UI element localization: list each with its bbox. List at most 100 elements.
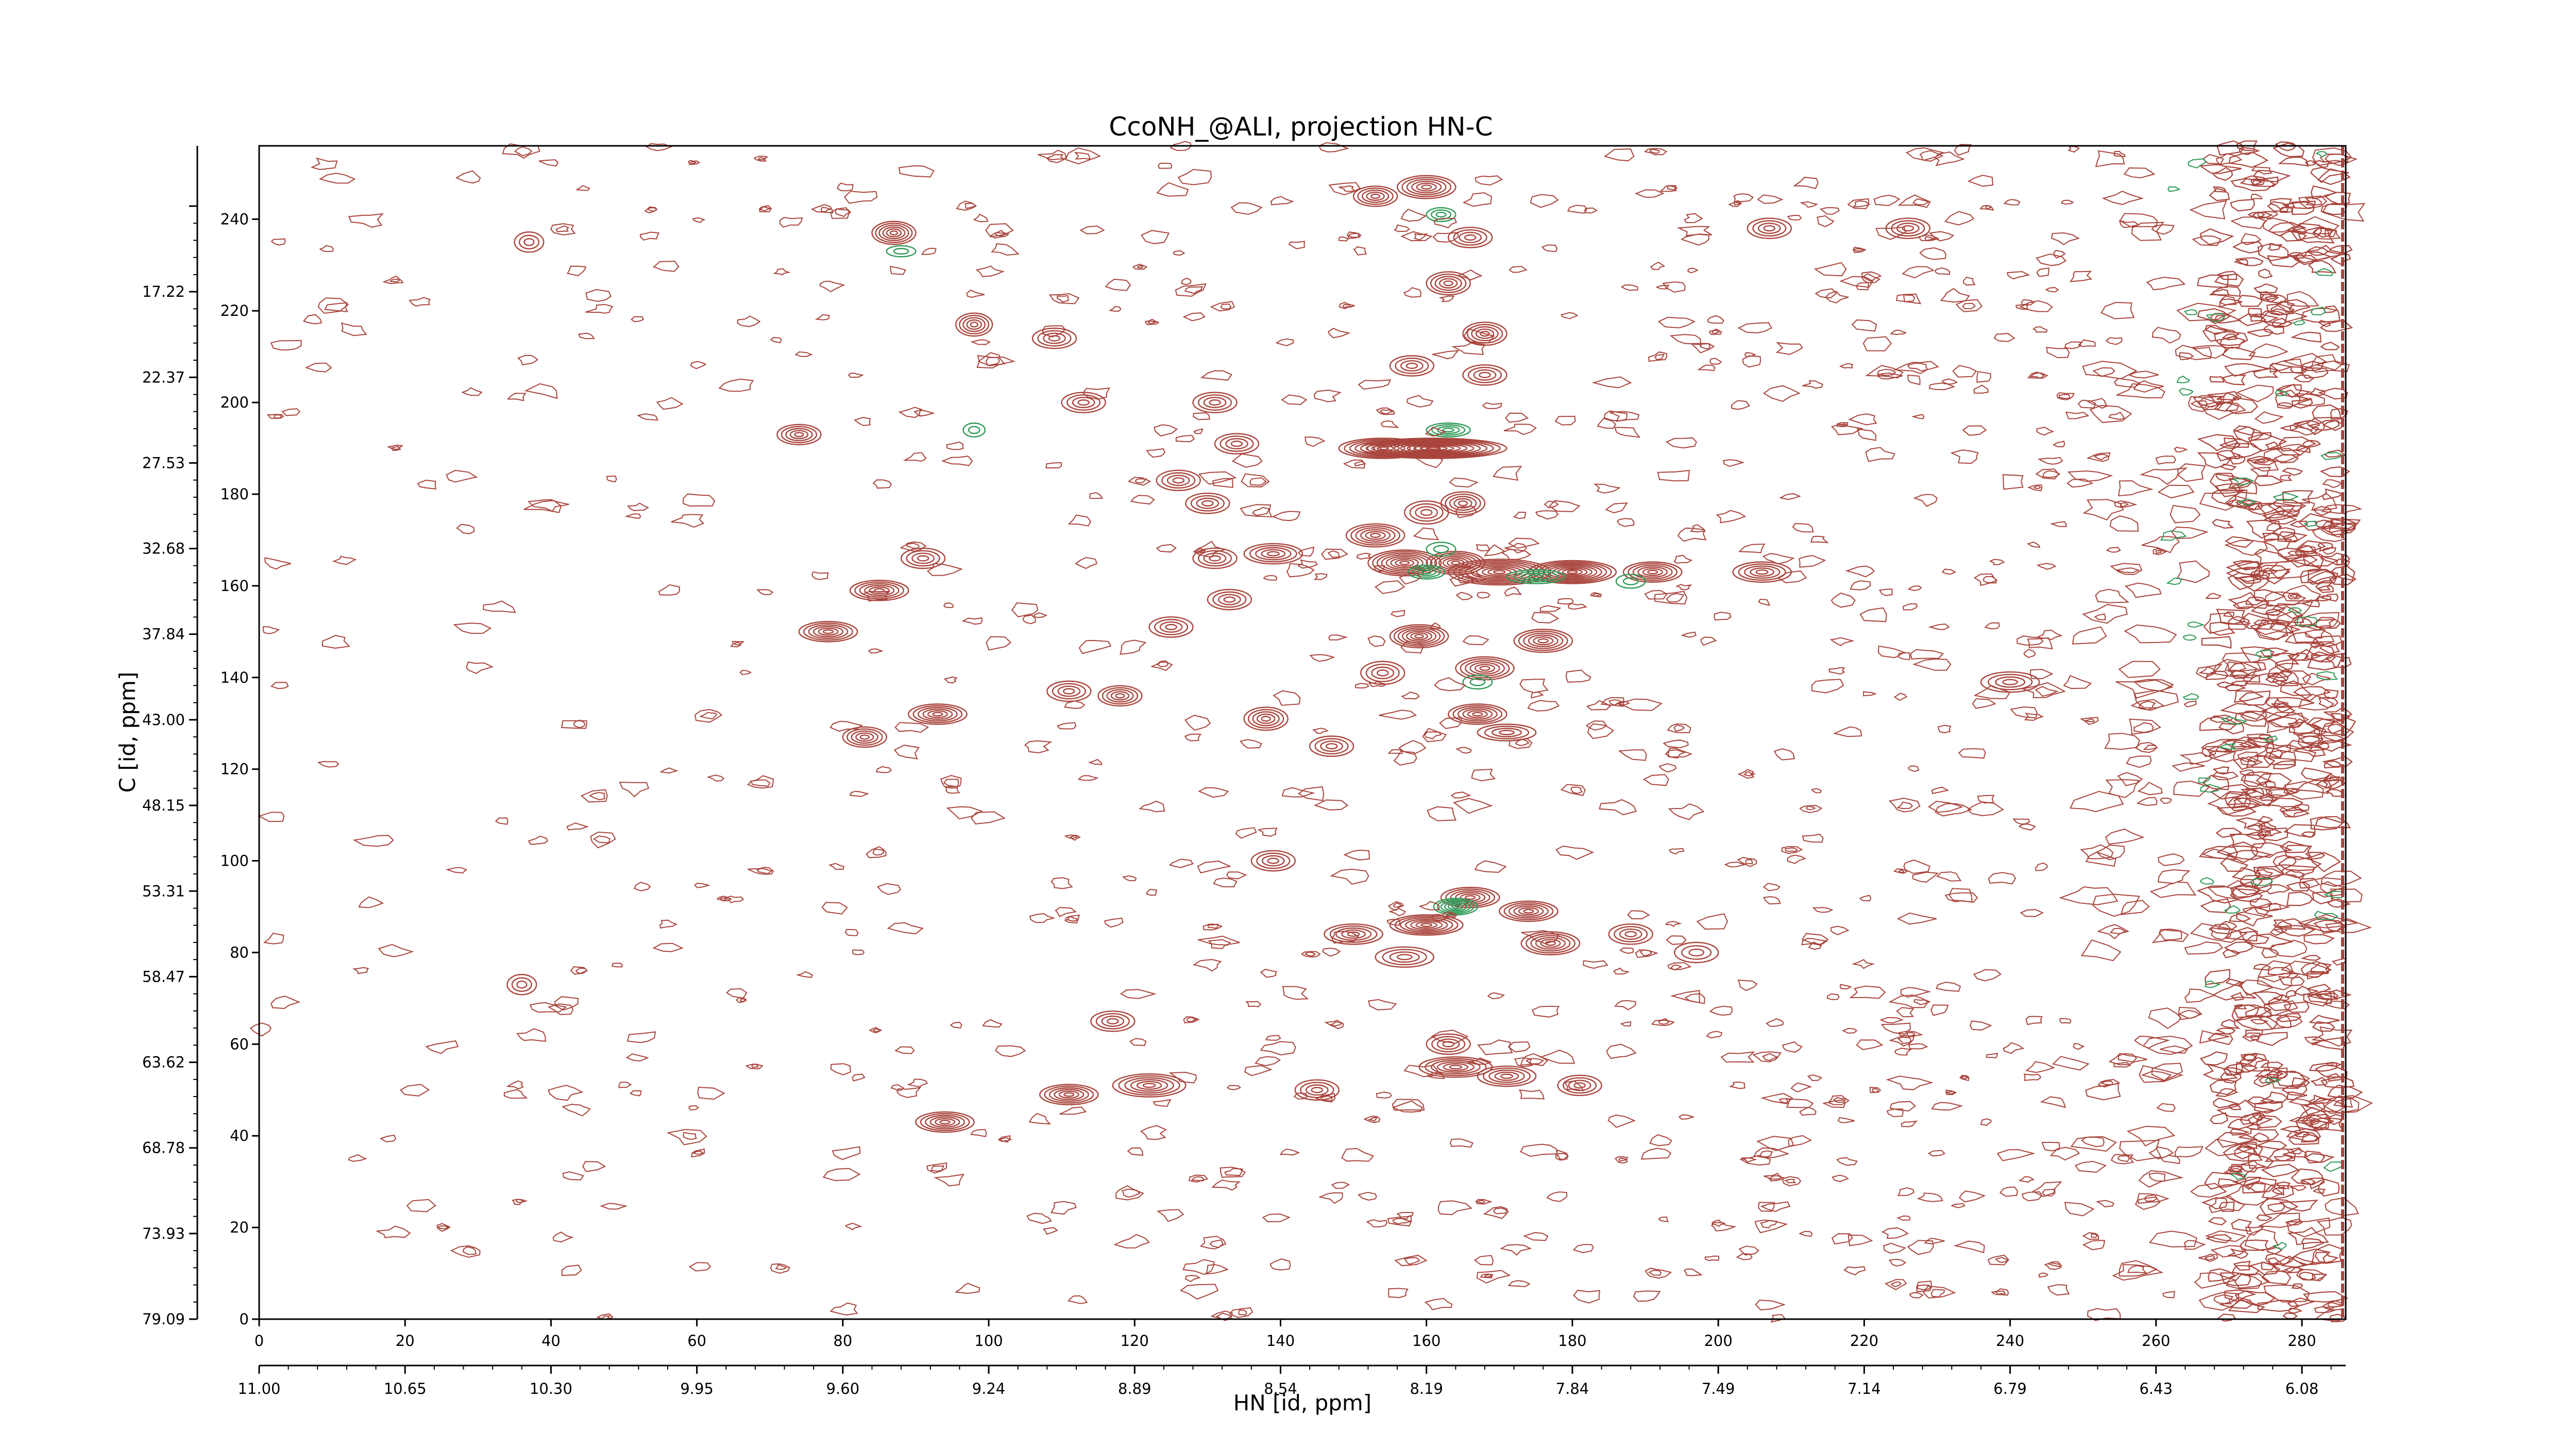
noise-contour [2037, 457, 2063, 465]
noise-contour [561, 720, 587, 729]
noise-contour [1567, 205, 1587, 214]
noise-contour [1993, 333, 2015, 342]
noise-contour [758, 206, 771, 211]
noise-contour [2044, 1262, 2063, 1270]
positive-peak-contour [1608, 923, 1653, 945]
noise-contour [1026, 1212, 1052, 1224]
edge-artifact-contour [2291, 1283, 2303, 1289]
positive-peak-contour [1632, 564, 1673, 580]
edge-artifact-contour [2240, 1239, 2269, 1251]
edge-artifact-contour [2257, 502, 2296, 519]
noise-contour [1973, 685, 2011, 699]
positive-peak-contour [1352, 186, 1398, 207]
edge-artifact-contour-negative [2315, 150, 2327, 157]
noise-contour [1288, 241, 1306, 249]
noise-contour [624, 513, 641, 519]
noise-contour [1605, 502, 1628, 514]
noise-contour [2151, 1063, 2183, 1081]
noise-contour [1883, 1242, 1907, 1254]
noise-contour [1424, 1298, 1453, 1310]
noise-contour [2298, 195, 2327, 210]
edge-artifact-contour [2300, 767, 2333, 781]
edge-artifact-contour [2264, 697, 2289, 708]
edge-artifact-contour [2246, 519, 2281, 539]
noise-contour [2302, 672, 2331, 686]
noise-contour [406, 1199, 437, 1212]
noise-contour [2269, 902, 2282, 912]
edge-artifact-contour [2212, 766, 2230, 775]
noise-contour [2188, 396, 2225, 412]
noise-contour [2190, 1183, 2227, 1198]
noise-contour [570, 966, 588, 975]
noise-contour [943, 676, 958, 684]
noise-contour [1281, 394, 1308, 405]
noise-contour [1773, 748, 1795, 761]
noise-contour [592, 835, 611, 844]
noise-contour [249, 1022, 272, 1037]
positive-peak-contour [518, 234, 540, 250]
noise-contour [2317, 734, 2347, 744]
noise-contour [1861, 271, 1882, 282]
noise-contour [1897, 869, 1905, 873]
noise-contour [1720, 1051, 1755, 1063]
noise-contour [1658, 1216, 1669, 1222]
noise-contour [1200, 370, 1233, 381]
positive-peak-contour [1567, 570, 1578, 574]
noise-contour [2084, 1083, 2121, 1101]
edge-artifact-contour [2244, 672, 2286, 687]
noise-contour [2070, 1136, 2117, 1152]
noise-contour [1509, 265, 1528, 273]
noise-contour [1120, 639, 1147, 655]
positive-peak-contour [1212, 591, 1247, 608]
negative-peak-contour [1444, 902, 1467, 912]
noise-contour [1798, 555, 1826, 568]
negative-peak-contour [1436, 426, 1460, 434]
noise-contour [1825, 291, 1849, 304]
positive-peak-contour [1480, 331, 1490, 337]
edge-artifact-contour [2197, 434, 2239, 451]
noise-contour [1873, 194, 1901, 207]
noise-contour [2035, 468, 2060, 480]
noise-contour [1539, 1049, 1575, 1064]
x-index-tick-label: 100 [974, 1332, 1003, 1350]
edge-artifact-contour [2261, 948, 2279, 958]
x-ppm-tick-label: 7.14 [1848, 1380, 1881, 1397]
noise-contour [1353, 246, 1367, 256]
noise-contour [1842, 1027, 1858, 1034]
edge-artifact-contour [2301, 599, 2320, 608]
edge-artifact-contour [2224, 941, 2253, 954]
noise-contour [1912, 658, 1952, 671]
edge-artifact-contour [2213, 402, 2240, 412]
negative-peak-contour [1469, 678, 1486, 686]
noise-contour [1570, 786, 1583, 795]
noise-contour [1954, 144, 1972, 156]
noise-contour [1400, 231, 1433, 242]
noise-contour [1665, 749, 1693, 757]
noise-contour [2049, 1147, 2080, 1161]
positive-peak-contour [1420, 509, 1433, 516]
noise-contour [971, 811, 1006, 824]
edge-artifact-contour [2257, 816, 2274, 823]
edge-artifact-contour [2289, 554, 2324, 568]
noise-contour [1753, 1147, 1790, 1158]
positive-peak-contour [822, 629, 834, 634]
edge-artifact-contour [2252, 211, 2274, 219]
positive-peak-contour [842, 726, 888, 748]
edge-artifact-contour [2205, 969, 2231, 985]
noise-contour [1387, 901, 1404, 911]
noise-contour [2100, 301, 2135, 319]
noise-contour [2222, 652, 2262, 671]
noise-contour [2134, 1197, 2161, 1210]
noise-contour [281, 408, 300, 416]
edge-artifact-contour [2205, 670, 2229, 680]
noise-contour [1367, 635, 1386, 647]
noise-contour [1728, 200, 1742, 207]
noise-contour [692, 1151, 704, 1155]
noise-contour [2286, 1147, 2302, 1155]
noise-contour [2126, 1125, 2176, 1147]
noise-contour [836, 182, 854, 192]
noise-contour [2095, 1200, 2114, 1208]
positive-peak-contour [970, 322, 979, 328]
noise-contour [1806, 805, 1816, 811]
edge-artifact-contour [2216, 140, 2244, 156]
